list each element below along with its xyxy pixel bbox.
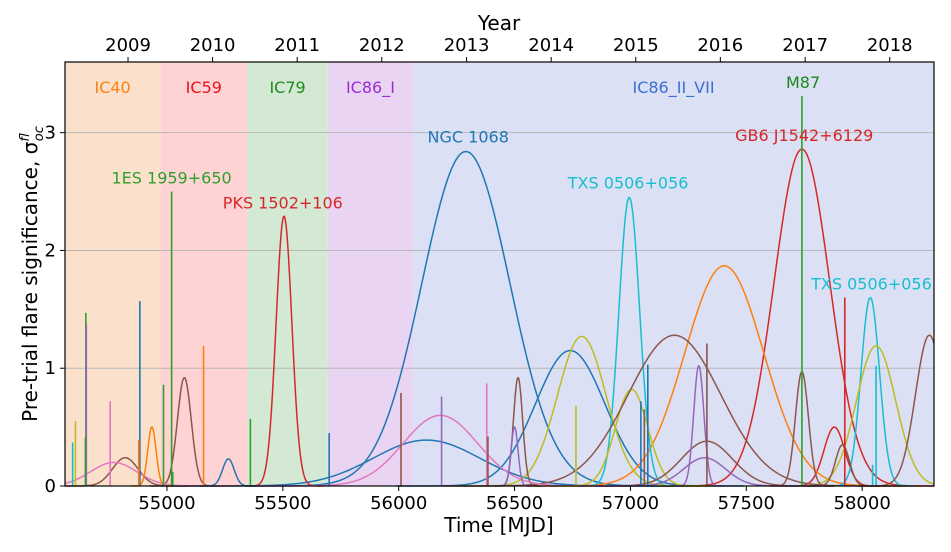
x-tick-label: 55000 — [138, 493, 195, 514]
source-label-5: GB6 J1542+6129 — [735, 126, 873, 145]
y-tick-label: 2 — [45, 240, 56, 261]
plot-frame — [64, 61, 935, 487]
year-tick-label: 2013 — [444, 35, 490, 56]
year-tick-label: 2016 — [697, 35, 743, 56]
year-axis: 2009 2010 2011 2012 2013 2014 2015 2016 2017 2018 — [105, 35, 913, 62]
season-label-ic86_i: IC86_I — [346, 78, 395, 98]
year-tick-label: 2017 — [782, 35, 828, 56]
x-tick-label: 57000 — [602, 493, 659, 514]
source-label-3: TXS 0506+056 — [567, 173, 689, 192]
source-annotations: 1ES 1959+650 PKS 1502+106 NGC 1068 TXS 0506… — [111, 73, 931, 293]
year-tick-label: 2018 — [867, 35, 913, 56]
y-tick-label: 3 — [45, 123, 56, 144]
year-tick-label: 2010 — [190, 35, 236, 56]
season-band-ic40 — [65, 62, 161, 486]
x-tick-label: 58000 — [834, 493, 891, 514]
y-tick-label: 0 — [45, 476, 56, 497]
flare-curve-0 — [245, 150, 687, 487]
x-tick-label: 57500 — [718, 493, 775, 514]
y-axis-title-sub: loc — [32, 126, 47, 141]
source-label-6: TXS 0506+056 — [810, 275, 932, 294]
gridlines — [65, 132, 934, 369]
season-label-ic79: IC79 — [269, 78, 305, 97]
season-label-ic86_ii_vii: IC86_II_VII — [632, 78, 714, 98]
y-axis: 0 1 2 3 — [45, 123, 65, 497]
y-axis-title-main: Pre-trial flare significance, σ — [18, 141, 42, 422]
source-label-1: PKS 1502+106 — [223, 193, 343, 212]
year-tick-label: 2015 — [613, 35, 659, 56]
year-tick-label: 2014 — [528, 35, 574, 56]
y-tick-label: 1 — [45, 358, 56, 379]
x-axis-title: Time [MJD] — [443, 513, 553, 537]
source-label-2: NGC 1068 — [428, 127, 509, 146]
x-tick-label: 55500 — [254, 493, 311, 514]
y-axis-title-sup: f — [18, 133, 33, 142]
year-tick-label: 2012 — [359, 35, 405, 56]
season-labels: IC40 IC59 IC79 IC86_I IC86_II_VII — [94, 78, 714, 98]
year-axis-title: Year — [477, 11, 521, 35]
year-tick-label: 2011 — [274, 35, 320, 56]
flare-curve-4 — [244, 215, 324, 487]
x-axis: 55000 55500 56000 56500 57000 57500 58000 — [138, 486, 891, 514]
source-label-0: 1ES 1959+650 — [111, 169, 231, 188]
season-band-ic79 — [247, 62, 328, 486]
season-label-ic40: IC40 — [94, 78, 130, 97]
year-tick-label: 2009 — [105, 35, 151, 56]
season-label-ic59: IC59 — [186, 78, 222, 97]
x-tick-label: 56000 — [370, 493, 427, 514]
x-tick-label: 56500 — [486, 493, 543, 514]
source-label-4: M87 — [786, 73, 820, 92]
y-axis-title: Pre-trial flare significance, σfloc — [18, 126, 47, 422]
